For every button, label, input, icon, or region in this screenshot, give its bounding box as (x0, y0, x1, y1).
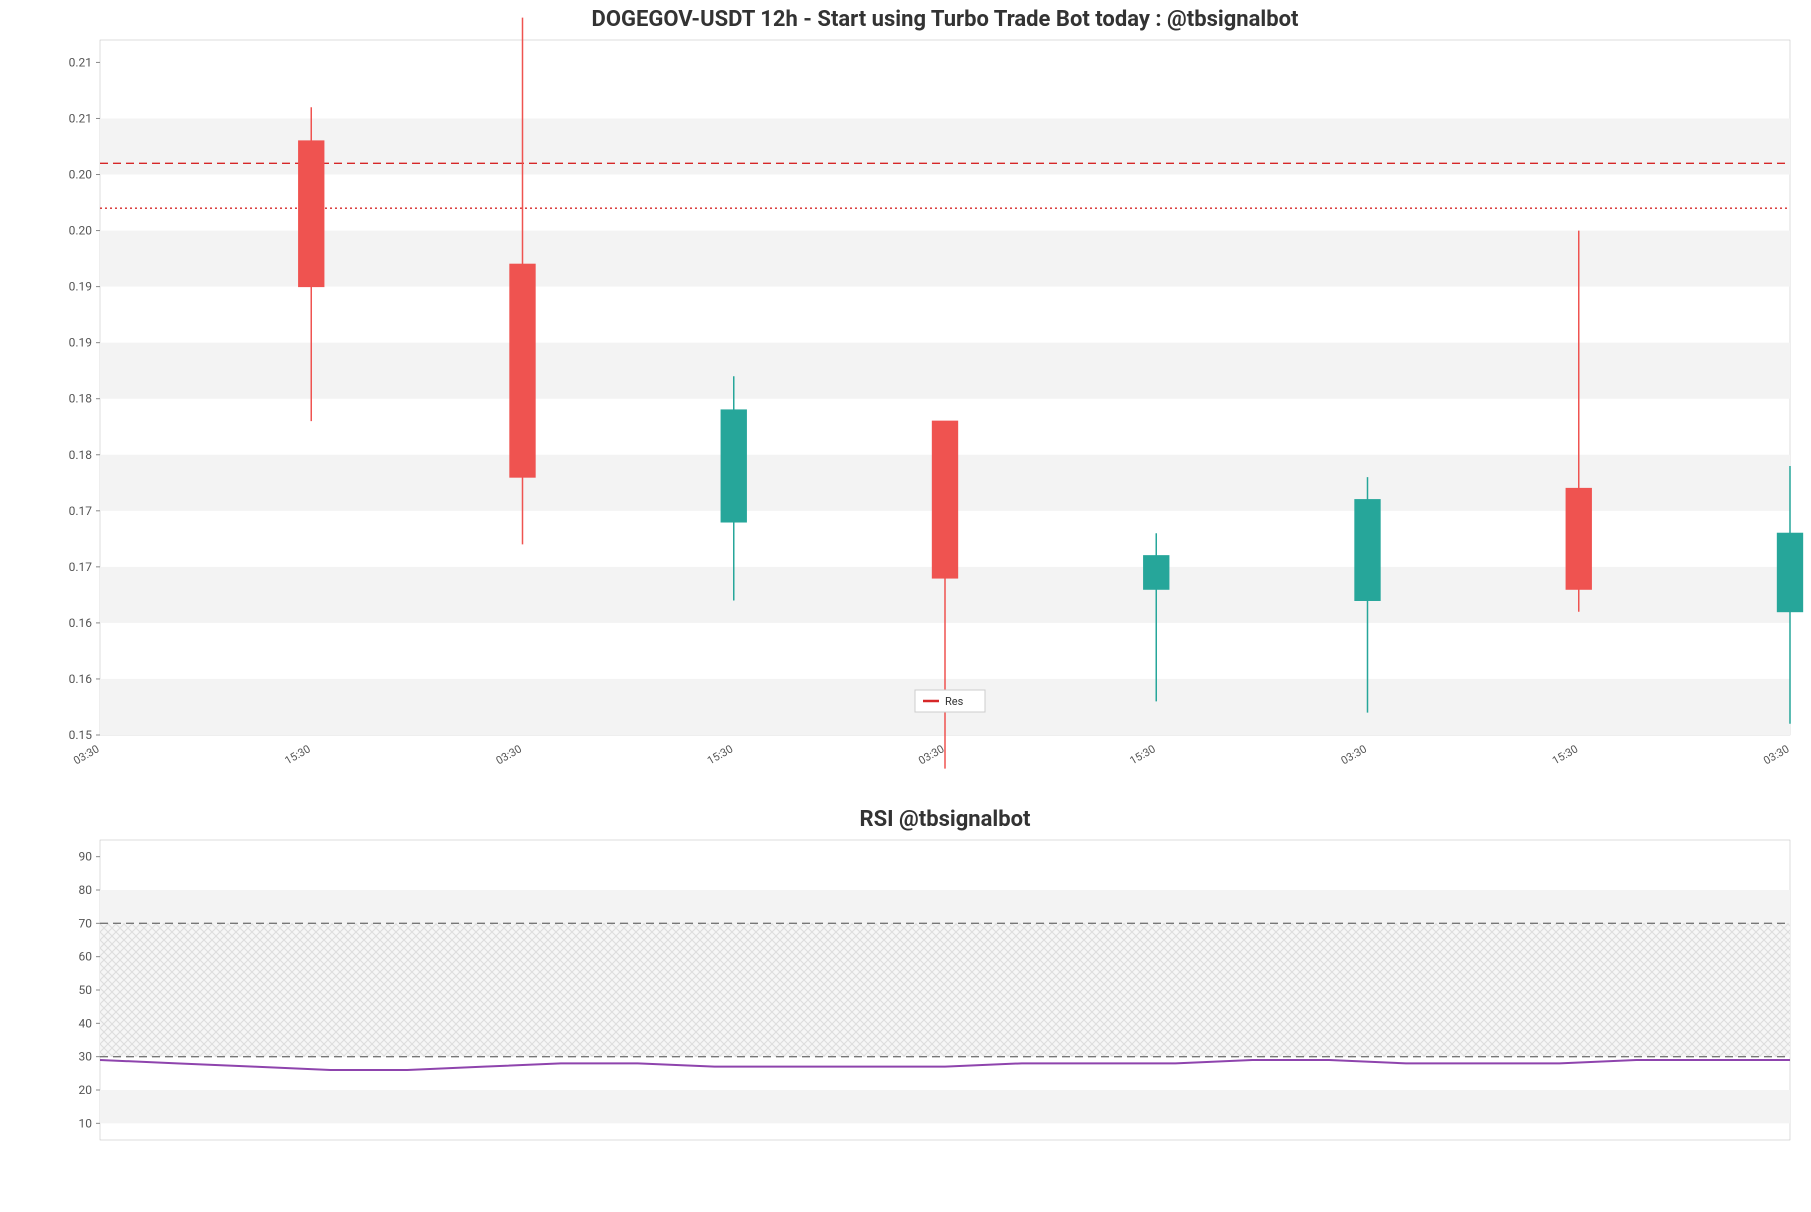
rsi-chart-title: RSI @tbsignalbot (860, 807, 1031, 832)
candle-body (1144, 556, 1169, 590)
y-tick-label: 0.16 (69, 672, 93, 686)
grid-band (100, 231, 1790, 287)
y-tick-label: 60 (79, 950, 93, 964)
y-tick-label: 70 (79, 916, 93, 930)
grid-band (100, 1090, 1790, 1123)
rsi-hatch-band (100, 923, 1790, 1056)
x-tick-label: 15:30 (1128, 742, 1158, 767)
grid-band (100, 343, 1790, 399)
y-tick-label: 0.18 (69, 392, 93, 406)
candle-body (510, 264, 535, 477)
y-tick-label: 0.21 (69, 55, 92, 69)
y-tick-label: 20 (79, 1083, 93, 1097)
grid-band (100, 890, 1790, 923)
candle-body (932, 421, 957, 578)
x-tick-label: 15:30 (1550, 742, 1580, 767)
x-tick-label: 15:30 (283, 742, 313, 767)
x-tick-label: 03:30 (1339, 742, 1369, 767)
y-tick-label: 0.20 (69, 224, 93, 238)
candle-body (299, 141, 324, 287)
x-tick-label: 03:30 (71, 742, 101, 767)
chart-canvas: DOGEGOV-USDT 12h - Start using Turbo Tra… (0, 0, 1811, 1208)
candle-body (721, 410, 746, 522)
candle-body (1355, 500, 1380, 601)
x-tick-label: 15:30 (705, 742, 735, 767)
grid-band (100, 118, 1790, 174)
x-tick-label: 03:30 (1761, 742, 1791, 767)
y-tick-label: 0.20 (69, 168, 93, 182)
y-tick-label: 0.19 (69, 336, 92, 350)
y-tick-label: 0.17 (69, 560, 93, 574)
x-tick-label: 03:30 (916, 742, 946, 767)
y-tick-label: 80 (79, 883, 93, 897)
y-tick-label: 90 (79, 850, 93, 864)
legend-label: Res (945, 695, 964, 708)
candle-body (1566, 488, 1591, 589)
y-tick-label: 0.18 (69, 448, 93, 462)
price-chart-title: DOGEGOV-USDT 12h - Start using Turbo Tra… (592, 7, 1299, 32)
y-tick-label: 30 (79, 1050, 93, 1064)
y-tick-label: 0.17 (69, 504, 93, 518)
y-tick-label: 0.16 (69, 616, 93, 630)
y-tick-label: 40 (79, 1016, 93, 1030)
candle-body (1777, 533, 1802, 611)
page-root: DOGEGOV-USDT 12h - Start using Turbo Tra… (0, 0, 1811, 1208)
y-tick-label: 0.21 (69, 111, 92, 125)
y-tick-label: 0.15 (69, 728, 93, 742)
y-tick-label: 10 (79, 1116, 93, 1130)
x-tick-label: 03:30 (494, 742, 524, 767)
y-tick-label: 0.19 (69, 280, 92, 294)
y-tick-label: 50 (79, 983, 93, 997)
